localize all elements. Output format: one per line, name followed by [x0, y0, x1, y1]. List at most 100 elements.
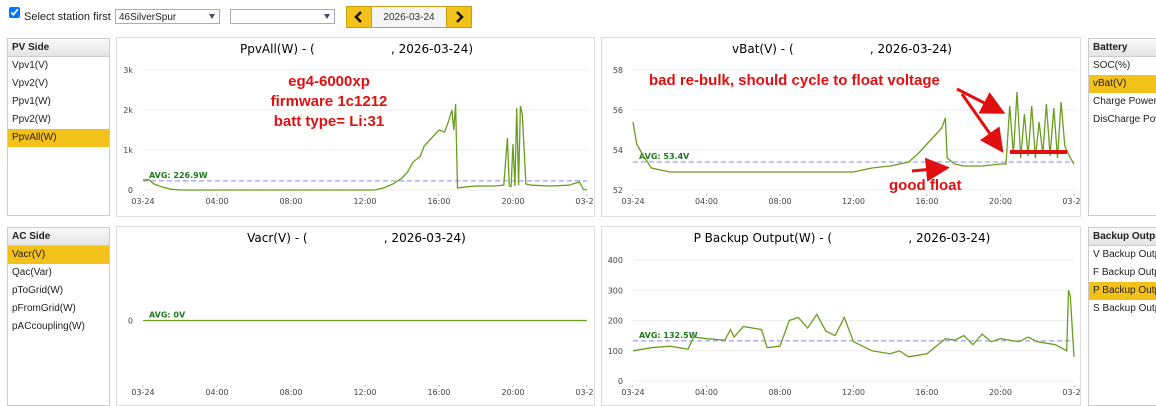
panel-item[interactable]: Qac(Var)	[12, 267, 52, 278]
panel-item[interactable]: Charge Power(W	[1093, 96, 1156, 107]
annotation: bad re-bulk, should cycle to float volta…	[649, 72, 940, 89]
series-line	[632, 290, 1075, 358]
y-tick-label: 100	[608, 347, 623, 356]
x-tick-label: 03-24	[621, 388, 644, 397]
x-tick-label: 03-24	[131, 197, 154, 206]
y-tick-label: 200	[608, 317, 623, 326]
y-tick-label: 52	[613, 186, 623, 195]
panel-title: Backup Output	[1089, 228, 1156, 246]
avg-label: AVG: 0V	[149, 311, 186, 320]
x-tick-label: 12:00	[842, 197, 865, 206]
next-icon	[456, 11, 464, 23]
checkbox-label: Select station first	[24, 11, 111, 23]
x-tick-label: 12:00	[353, 197, 376, 206]
x-tick-label: 16:00	[915, 388, 938, 397]
vbat-chart: vBat(V) - ( , 2026-03-24) 52 54 56 58 03-24 04…	[601, 37, 1081, 217]
y-tick-label: 0	[618, 377, 623, 386]
annotation: good float	[889, 177, 961, 194]
x-tick-label: 16:00	[427, 388, 450, 397]
x-tick-label: 03-25	[1062, 388, 1081, 397]
x-tick-label: 08:00	[768, 197, 791, 206]
x-tick-label: 04:00	[695, 197, 718, 206]
arrow	[956, 87, 1006, 114]
panel-item[interactable]: SOC(%)	[1093, 60, 1131, 71]
ac-side-panel: AC Side Vacr(V) Qac(Var) pToGrid(W) pFromGri…	[7, 227, 110, 406]
backup-chart: P Backup Output(W) - ( , 2026-03-24) 0 100…	[601, 226, 1081, 406]
panel-item[interactable]: vBat(V)	[1089, 75, 1156, 93]
x-tick-label: 16:00	[915, 197, 938, 206]
x-tick-label: 08:00	[279, 197, 302, 206]
chart-title: Vacr(V) - ( , 2026-03-24)	[247, 231, 466, 245]
arrow	[911, 157, 950, 182]
panel-item[interactable]: P Backup Outpu	[1089, 282, 1156, 300]
x-tick-label: 20:00	[501, 197, 524, 206]
date-field[interactable]: 2026-03-24	[372, 6, 446, 28]
panel-item[interactable]: Ppv2(W)	[12, 114, 51, 125]
x-tick-label: 08:00	[768, 388, 791, 397]
y-tick-label: 1k	[123, 146, 133, 155]
y-tick-label: 3k	[123, 66, 133, 75]
ppvall-chart: PpvAll(W) - ( , 2026-03-24) 0 1k 2k 3k 03-24 0…	[116, 37, 595, 217]
x-tick-label: 08:00	[279, 388, 302, 397]
panel-item[interactable]: Vacr(V)	[8, 246, 109, 264]
chart-title: PpvAll(W) - ( , 2026-03-24)	[240, 42, 473, 56]
annotation: firmware 1c1212	[271, 93, 388, 110]
y-tick-label: 300	[608, 286, 623, 295]
x-tick-label: 20:00	[989, 388, 1012, 397]
y-tick-label: 0	[128, 317, 133, 326]
x-tick-label: 03-25	[575, 388, 595, 397]
x-tick-label: 12:00	[353, 388, 376, 397]
y-tick-label: 56	[613, 106, 623, 115]
prev-day-button[interactable]	[346, 6, 372, 28]
panel-item[interactable]: Vpv2(V)	[12, 78, 49, 89]
station-select[interactable]: 46SilverSpur	[115, 9, 220, 24]
y-tick-label: 58	[613, 66, 623, 75]
panel-item[interactable]: PpvAll(W)	[8, 129, 109, 147]
x-tick-label: 03-24	[621, 197, 644, 206]
next-day-button[interactable]	[446, 6, 472, 28]
y-tick-label: 400	[608, 256, 623, 265]
toolbar: Select station first 46SilverSpur 2026-0…	[0, 0, 1156, 34]
panel-item[interactable]: S Backup Output	[1093, 303, 1156, 314]
chart-title: P Backup Output(W) - ( , 2026-03-24)	[694, 231, 991, 245]
x-tick-label: 03-25	[575, 197, 595, 206]
x-tick-label: 04:00	[695, 388, 718, 397]
panel-item[interactable]: pToGrid(W)	[12, 285, 64, 296]
panel-item[interactable]: Ppv1(W)	[12, 96, 51, 107]
arrow	[960, 93, 1004, 153]
x-tick-label: 04:00	[205, 197, 228, 206]
x-tick-label: 16:00	[427, 197, 450, 206]
panel-item[interactable]: DisCharge Powe	[1093, 114, 1156, 125]
pv-side-panel: PV Side Vpv1(V) Vpv2(V) Ppv1(W) Ppv2(W) PpvAl…	[7, 38, 110, 216]
chart-title: vBat(V) - ( , 2026-03-24)	[732, 42, 952, 56]
x-tick-label: 20:00	[989, 197, 1012, 206]
y-tick-label: 2k	[123, 106, 133, 115]
annotation: batt type= Li:31	[274, 113, 384, 130]
avg-label: AVG: 53.4V	[639, 152, 690, 161]
panel-item[interactable]: V Backup Output	[1093, 249, 1156, 260]
series-line	[632, 91, 1075, 173]
battery-panel: Battery SOC(%) vBat(V) Charge Power(W DisCha…	[1088, 38, 1156, 216]
panel-item[interactable]: pACcoupling(W)	[12, 321, 85, 332]
backup-panel: Backup Output V Backup Output F Backup Out…	[1088, 227, 1156, 406]
inverter-select[interactable]	[230, 9, 335, 24]
vacr-chart: Vacr(V) - ( , 2026-03-24) 0 03-24 04:00 08:0…	[116, 226, 595, 406]
x-tick-label: 03-25	[1062, 197, 1081, 206]
panel-title: Battery	[1089, 39, 1156, 57]
panel-item[interactable]: pFromGrid(W)	[12, 303, 76, 314]
panel-title: AC Side	[8, 228, 109, 246]
x-tick-label: 20:00	[501, 388, 524, 397]
panel-item[interactable]: F Backup Outpu	[1093, 267, 1156, 278]
panel-item[interactable]: Vpv1(V)	[12, 60, 49, 71]
station-checkbox[interactable]	[9, 7, 20, 18]
x-tick-label: 04:00	[205, 388, 228, 397]
panel-title: PV Side	[8, 39, 109, 57]
y-tick-label: 54	[613, 146, 623, 155]
avg-label: AVG: 132.5W	[639, 331, 698, 340]
y-tick-label: 0	[128, 186, 133, 195]
series-line	[142, 103, 588, 191]
avg-label: AVG: 226.9W	[149, 171, 208, 180]
prev-icon	[354, 11, 362, 23]
x-tick-label: 12:00	[842, 388, 865, 397]
